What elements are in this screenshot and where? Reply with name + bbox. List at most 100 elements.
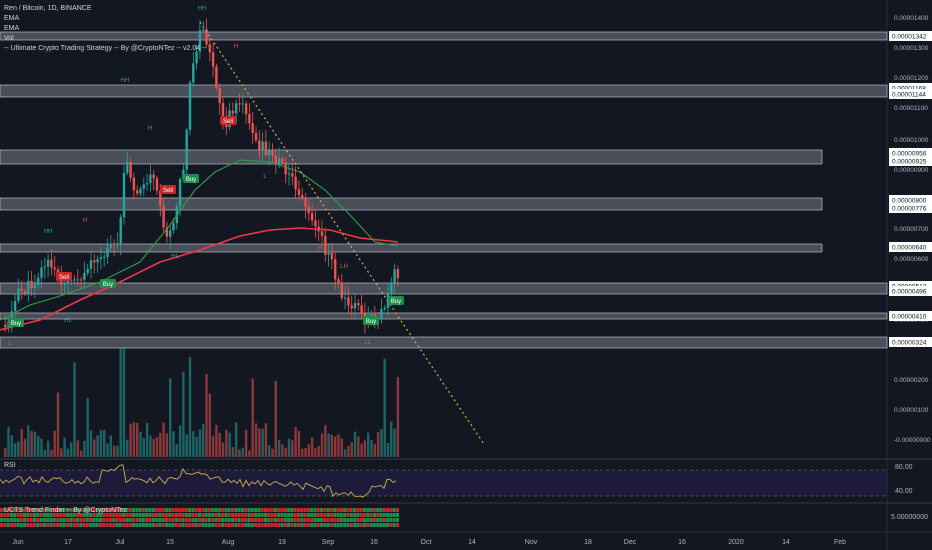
signal-badge[interactable] [183, 174, 199, 183]
trend-cell [95, 523, 99, 527]
trend-cell [326, 518, 330, 522]
signal-badge[interactable] [100, 279, 116, 288]
trend-cell [273, 523, 277, 527]
trend-cell [105, 518, 109, 522]
trend-cell [9, 518, 13, 522]
volume-bar [195, 436, 198, 457]
trend-cell [392, 518, 396, 522]
price-tick: 0.00001200 [894, 75, 929, 82]
trend-cell [194, 518, 198, 522]
trend-cell [29, 523, 33, 527]
trend-cell [270, 523, 274, 527]
trend-cell [132, 513, 135, 517]
volume-bar [188, 357, 192, 457]
trend-cell [369, 523, 373, 527]
trend-cell [23, 513, 27, 517]
trend-cell [264, 513, 267, 517]
trend-cell [36, 518, 40, 522]
strategy-legend[interactable]: -- Ultimate Crypto Trading Strategy -- B… [4, 45, 207, 52]
candle-body [169, 230, 172, 237]
volume-bar [152, 438, 155, 457]
pivot-marker: HH [121, 78, 130, 84]
volume-bar [301, 448, 304, 457]
trend-cell [214, 518, 218, 522]
volume-bar [30, 430, 33, 457]
volume-bar [330, 434, 334, 457]
volume-bar [169, 378, 172, 457]
signal-badge[interactable] [363, 316, 379, 325]
candle-body [145, 183, 149, 185]
volume-bar [396, 377, 400, 457]
candle-body [284, 162, 287, 175]
trend-cell [75, 513, 79, 517]
candle-body [112, 243, 116, 245]
signal-badge[interactable] [160, 185, 176, 194]
trend-cell [105, 508, 109, 512]
volume-bar [340, 438, 343, 457]
volume-bar [390, 421, 393, 457]
trend-cell [85, 523, 89, 527]
trend-cell [66, 523, 69, 527]
trend-cell [382, 518, 386, 522]
volume-bar [218, 432, 221, 457]
chart-legend: Ren / Bitcoin, 1D, BINANCE EMA EMA Vol -… [4, 4, 207, 54]
trend-cell [66, 508, 69, 512]
trend-cell [277, 513, 281, 517]
trend-cell [184, 513, 188, 517]
trend-cell [356, 523, 360, 527]
trend-cell [102, 513, 106, 517]
pivot-marker: L [8, 341, 12, 347]
volume-bar [139, 431, 142, 457]
signal-badge[interactable] [56, 272, 72, 281]
volume-bar [327, 433, 330, 457]
candle-body [324, 235, 327, 255]
trend-cell [287, 508, 291, 512]
trend-cell [237, 513, 241, 517]
candle-body [136, 190, 139, 194]
trend-cell [316, 508, 320, 512]
trend-cell [122, 508, 126, 512]
trend-cell [0, 518, 3, 522]
ema-legend-2[interactable]: EMA [4, 25, 20, 32]
trend-cell [353, 508, 357, 512]
trend-cell [155, 508, 159, 512]
volume-bar [63, 437, 66, 457]
trend-cell [52, 518, 56, 522]
trend-cell [33, 508, 36, 512]
vol-legend[interactable]: Vol [4, 35, 14, 42]
rsi-pane-title[interactable]: RSI [4, 462, 16, 469]
trend-cell [99, 513, 102, 517]
candle-body [116, 243, 119, 245]
trend-cell [145, 513, 149, 517]
volume-bar [347, 446, 350, 457]
candle-body [353, 303, 357, 309]
volume-bar [284, 447, 287, 457]
trend-cell [112, 513, 116, 517]
trend-cell [178, 513, 182, 517]
trend-cell [379, 513, 383, 517]
volume-bar [287, 438, 291, 457]
trend-cell [112, 508, 116, 512]
price-label: 0.00000956 [892, 151, 927, 158]
trend-cell [250, 518, 254, 522]
trend-cell [62, 513, 66, 517]
time-axis[interactable]: Jun 17 Jul 15 Aug 19 Sep 16 Oct 14 Nov 18 Dec 16 2020 1… [12, 539, 846, 546]
candle-body [254, 133, 258, 141]
time-tick: 16 [370, 539, 378, 546]
trend-pane-title[interactable]: UCTS Trend Finder -- By @CryptoNTez [4, 507, 128, 514]
symbol-title[interactable]: Ren / Bitcoin, 1D, BINANCE [4, 5, 92, 12]
candle-body [287, 173, 291, 175]
signal-badge[interactable] [388, 296, 404, 305]
candle-body [155, 178, 159, 191]
price-axis[interactable]: 0.00001400 0.00001300 0.00001200 0.00001100… [889, 15, 932, 444]
trend-cell [132, 523, 135, 527]
trend-cell [392, 513, 396, 517]
trend-cell [174, 518, 178, 522]
trend-cell [13, 508, 17, 512]
ema-legend-1[interactable]: EMA [4, 15, 20, 22]
volume-bar [93, 439, 96, 457]
signal-badge[interactable] [8, 318, 24, 327]
trend-cell [313, 513, 317, 517]
signal-badge[interactable] [220, 116, 236, 125]
